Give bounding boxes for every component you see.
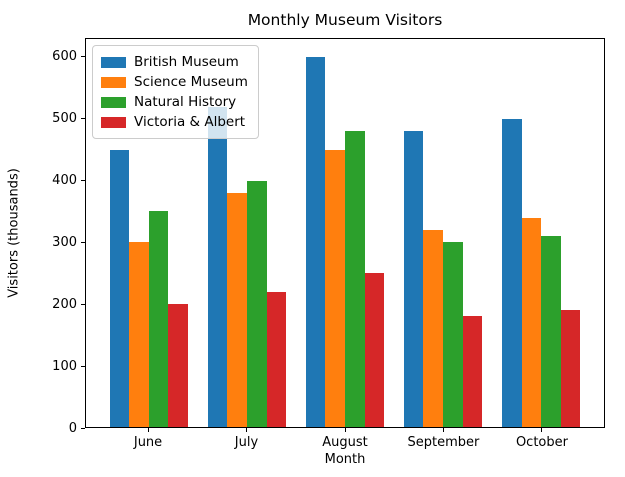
legend-swatch-icon xyxy=(101,116,126,128)
y-tick-mark xyxy=(81,427,85,429)
legend: British Museum Science Museum Natural Hist… xyxy=(92,45,259,139)
bar-july-british-museum xyxy=(207,106,228,427)
bar-july-natural-history xyxy=(246,180,267,427)
x-tick-label-august: August xyxy=(322,435,368,450)
bar-june-british-museum xyxy=(109,149,130,427)
y-tick-mark xyxy=(81,117,85,119)
legend-item-natural-history: Natural History xyxy=(101,92,248,112)
legend-swatch-icon xyxy=(101,76,126,88)
x-tick-mark xyxy=(147,428,149,432)
bar-september-science-museum xyxy=(423,229,444,427)
bar-october-victoria-albert xyxy=(560,309,581,427)
y-tick-label: 200 xyxy=(52,296,77,312)
x-tick-label-june: June xyxy=(133,435,163,450)
bar-august-victoria-albert xyxy=(364,273,385,427)
legend-label: Natural History xyxy=(134,94,237,110)
legend-item-science-museum: Science Museum xyxy=(101,72,248,92)
bar-september-british-museum xyxy=(403,131,424,427)
bar-july-victoria-albert xyxy=(266,291,287,427)
legend-item-victoria-albert: Victoria & Albert xyxy=(101,112,248,132)
x-axis-label: Month xyxy=(324,452,366,467)
bar-august-british-museum xyxy=(305,57,326,427)
y-axis-label: Visitors (thousands) xyxy=(6,168,22,298)
y-tick-mark xyxy=(81,241,85,243)
y-tick-label: 0 xyxy=(68,420,77,436)
bar-june-victoria-albert xyxy=(168,303,189,427)
legend-label: Victoria & Albert xyxy=(134,114,246,130)
y-tick-mark xyxy=(81,179,85,181)
legend-swatch-icon xyxy=(101,96,126,108)
y-tick-mark xyxy=(81,365,85,367)
y-tick-label: 400 xyxy=(52,172,77,188)
bar-october-british-museum xyxy=(501,119,522,427)
bar-august-science-museum xyxy=(325,149,345,427)
y-tick-mark xyxy=(81,303,85,305)
bar-august-natural-history xyxy=(345,131,365,427)
x-tick-label-september: September xyxy=(407,435,480,450)
bar-september-natural-history xyxy=(443,242,463,427)
legend-item-british-museum: British Museum xyxy=(101,52,248,72)
chart-title: Monthly Museum Visitors xyxy=(247,11,443,29)
bar-october-science-museum xyxy=(521,217,542,427)
x-tick-mark xyxy=(344,428,346,432)
x-tick-mark xyxy=(246,428,247,432)
y-tick-label: 100 xyxy=(52,358,77,374)
y-tick-label: 600 xyxy=(52,49,77,65)
y-tick-label: 300 xyxy=(52,234,77,250)
x-tick-mark xyxy=(442,428,444,432)
x-tick-label-july: July xyxy=(234,435,259,450)
plot-area: British Museum Science Museum Natural Hist… xyxy=(85,38,605,428)
x-tick-mark xyxy=(541,428,543,432)
y-tick-mark xyxy=(81,56,85,58)
x-tick-label-october: October xyxy=(515,435,568,450)
bar-october-natural-history xyxy=(541,236,561,427)
bar-september-victoria-albert xyxy=(462,316,483,427)
y-tick-label: 500 xyxy=(52,110,77,126)
legend-label: Science Museum xyxy=(134,74,248,90)
legend-label: British Museum xyxy=(134,54,239,70)
bar-june-science-museum xyxy=(129,242,149,427)
bar-july-science-museum xyxy=(227,192,247,427)
bar-june-natural-history xyxy=(148,211,169,427)
legend-swatch-icon xyxy=(101,56,126,68)
